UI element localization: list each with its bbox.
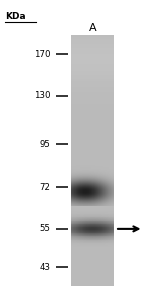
Text: 55: 55 [39,224,50,233]
Text: 95: 95 [39,140,50,149]
Text: A: A [89,23,96,33]
Text: 72: 72 [39,183,50,192]
Text: KDa: KDa [5,12,26,21]
Text: 43: 43 [39,263,50,272]
Text: 130: 130 [34,91,50,100]
Text: 170: 170 [34,50,50,59]
